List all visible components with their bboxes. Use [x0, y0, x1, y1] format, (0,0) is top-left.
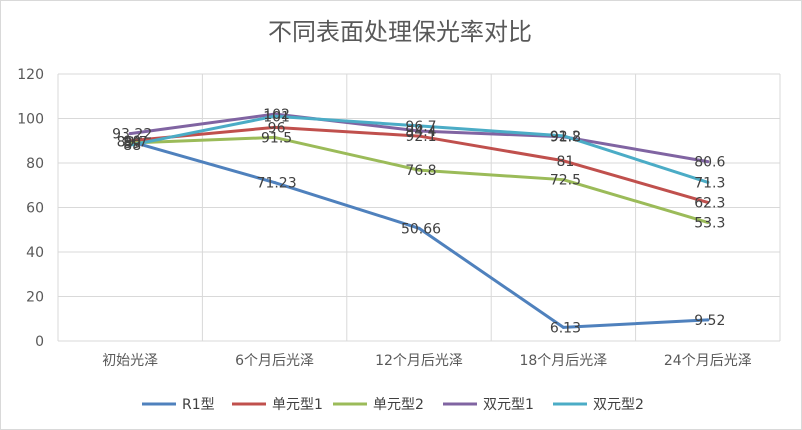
- gridlines: [57, 73, 781, 342]
- data-label: 89.7: [117, 134, 148, 150]
- data-point: [706, 220, 710, 224]
- series-group: [128, 112, 710, 329]
- legend-label: R1型: [182, 397, 215, 413]
- data-label: 80.6: [694, 155, 725, 171]
- legend-label: 双元型2: [593, 397, 644, 413]
- data-point: [706, 180, 710, 184]
- data-label: 81: [556, 154, 574, 170]
- data-label: 71.3: [694, 175, 725, 191]
- data-label: 94.4: [405, 124, 436, 140]
- data-label: 89: [123, 136, 141, 152]
- y-tick-label: 80: [26, 156, 44, 172]
- legend-label: 双元型1: [483, 397, 534, 413]
- data-labels: 89.7 71.23 50.66 6.13 9.52 90 96 92.1 81 62.3 89 91…: [112, 107, 725, 336]
- data-point: [561, 134, 565, 138]
- series-line: [128, 135, 710, 224]
- data-label: 92.2: [550, 129, 581, 145]
- x-tick-label: 初始光泽: [102, 352, 158, 369]
- data-label: 88: [123, 138, 141, 154]
- y-tick-label: 40: [26, 245, 44, 261]
- data-label: 101: [263, 109, 290, 125]
- data-label: 50.66: [401, 221, 441, 237]
- data-label: 90: [123, 134, 141, 150]
- y-tick-label: 120: [17, 67, 44, 83]
- data-point: [417, 129, 421, 133]
- data-point: [128, 143, 132, 147]
- data-point: [561, 325, 565, 329]
- y-tick-label: 20: [26, 290, 44, 306]
- data-point: [706, 318, 710, 322]
- data-point: [417, 168, 421, 172]
- data-point: [561, 178, 565, 182]
- legend-label: 单元型2: [373, 397, 424, 413]
- x-tick-label: 12个月后光泽: [375, 353, 463, 369]
- data-label: 96.7: [405, 119, 436, 135]
- y-tick-label: 60: [26, 201, 44, 217]
- data-label: 91.5: [261, 130, 292, 146]
- x-axis-ticks: 初始光泽 6个月后光泽 12个月后光泽 18个月后光泽 24个月后光泽: [102, 352, 752, 369]
- y-tick-label: 0: [35, 334, 44, 350]
- data-point: [128, 132, 132, 136]
- legend-label: 单元型1: [272, 397, 323, 413]
- data-point: [417, 134, 421, 138]
- y-axis-ticks: 0 20 40 60 80 100 120: [17, 67, 44, 350]
- data-label: 72.5: [550, 173, 581, 189]
- data-label: 76.8: [405, 163, 436, 179]
- data-point: [273, 181, 277, 185]
- data-label: 91.8: [550, 130, 581, 146]
- x-tick-label: 18个月后光泽: [519, 353, 607, 369]
- data-point: [273, 114, 277, 118]
- x-tick-label: 24个月后光泽: [664, 353, 752, 369]
- data-label: 71.23: [257, 176, 297, 192]
- data-label: 96: [268, 120, 286, 136]
- data-label: 53.3: [694, 215, 725, 231]
- chart-title: 不同表面处理保光率对比: [268, 18, 532, 46]
- data-label: 6.13: [550, 320, 581, 336]
- data-label: 102: [263, 107, 290, 123]
- data-label: 62.3: [694, 195, 725, 211]
- data-point: [273, 125, 277, 129]
- data-label: 9.52: [694, 313, 725, 329]
- legend: R1型 单元型1 单元型2 双元型1 双元型2: [142, 397, 644, 413]
- data-point: [417, 124, 421, 128]
- data-point: [417, 226, 421, 230]
- x-tick-label: 6个月后光泽: [235, 353, 314, 369]
- data-point: [561, 159, 565, 163]
- data-point: [273, 135, 277, 139]
- data-label: 93.22: [112, 127, 152, 143]
- data-point: [273, 112, 277, 116]
- data-label: 92.1: [405, 129, 436, 145]
- data-point: [706, 160, 710, 164]
- data-point: [706, 200, 710, 204]
- y-tick-label: 100: [17, 112, 44, 128]
